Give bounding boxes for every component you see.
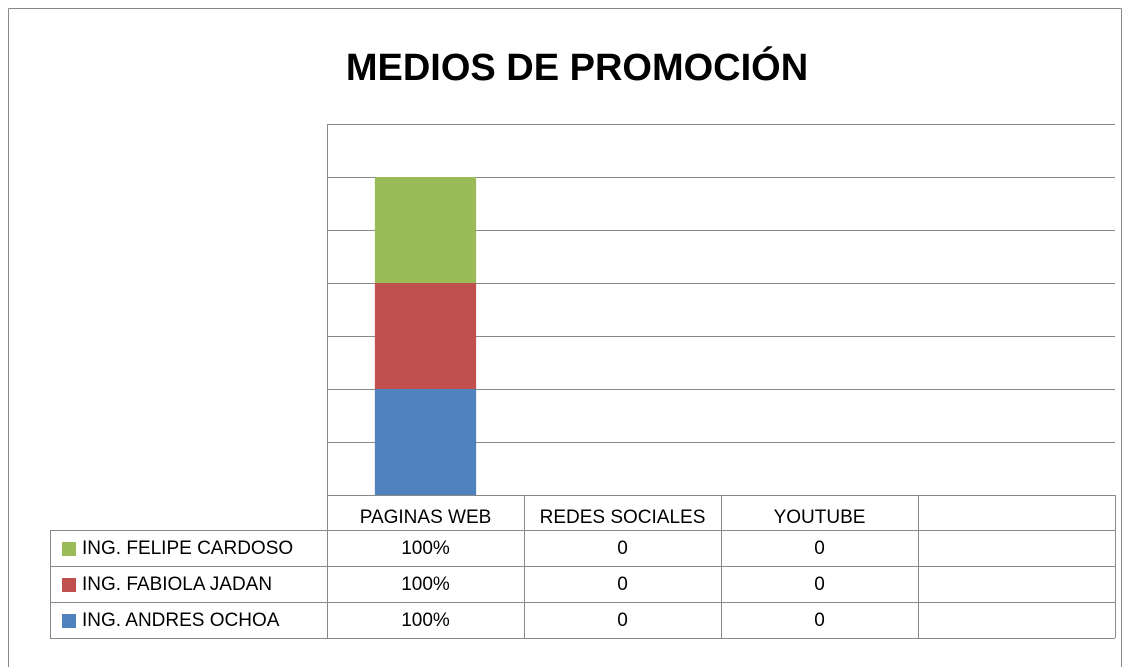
category-label: PAGINAS WEB	[360, 507, 492, 528]
legend-swatch	[62, 578, 76, 592]
table-value: 100%	[401, 574, 450, 595]
table-value: 0	[617, 574, 628, 595]
category-label: REDES SOCIALES	[540, 507, 706, 528]
table-value: 100%	[401, 538, 450, 559]
legend-swatch	[62, 614, 76, 628]
table-value: 0	[617, 538, 628, 559]
table-value: 0	[814, 610, 825, 631]
table-value: 0	[814, 538, 825, 559]
legend-label: ING. ANDRES OCHOA	[82, 610, 280, 631]
bar-segment	[374, 177, 477, 283]
legend-label: ING. FABIOLA JADAN	[82, 574, 272, 595]
table-value: 0	[814, 574, 825, 595]
table-value: 0	[617, 610, 628, 631]
bar-segment	[374, 283, 477, 389]
legend-label: ING. FELIPE CARDOSO	[82, 538, 293, 559]
category-label: YOUTUBE	[774, 507, 866, 528]
bar-segment	[374, 389, 477, 495]
table-value: 100%	[401, 610, 450, 631]
legend-swatch	[62, 542, 76, 556]
chart-title: MEDIOS DE PROMOCIÓN	[346, 45, 808, 89]
